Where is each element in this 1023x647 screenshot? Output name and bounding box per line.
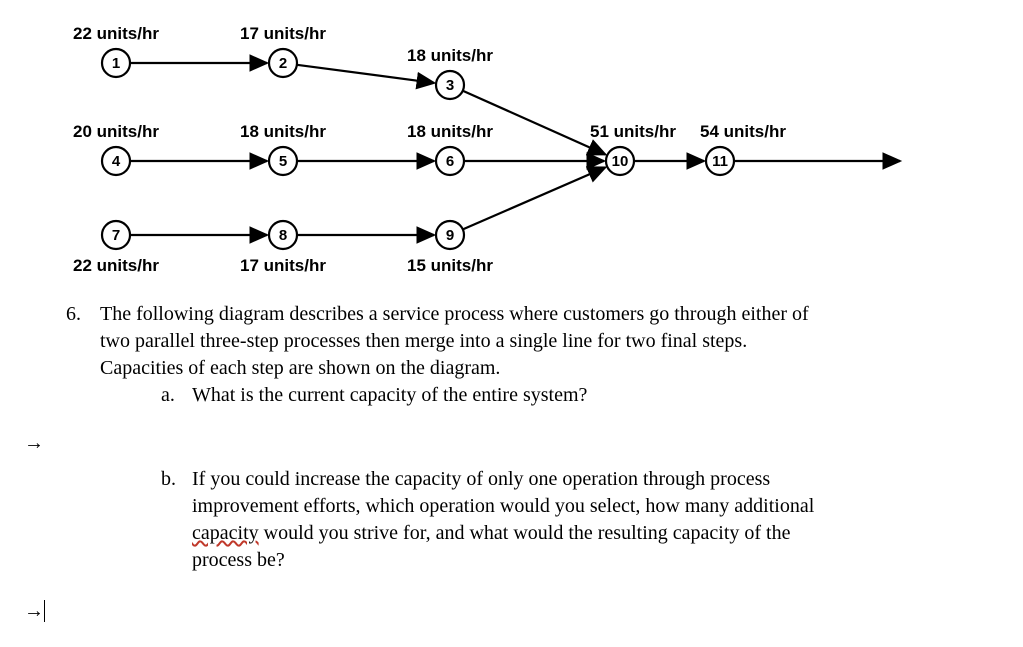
sub-a-label: a. bbox=[161, 382, 175, 409]
question-number: 6. bbox=[66, 301, 81, 328]
sub-b-line-3: capacity would you strive for, and what … bbox=[192, 520, 992, 547]
capacity-label-9: 15 units/hr bbox=[407, 256, 493, 275]
sub-a-text: What is the current capacity of the enti… bbox=[192, 382, 992, 409]
page: 1 2 3 4 5 6 7 8 9 10 11 22 units/hr 17 units/hr 18 u… bbox=[0, 0, 1023, 647]
capacity-label-11: 54 units/hr bbox=[700, 122, 786, 141]
node-10-label: 10 bbox=[612, 153, 629, 170]
question-prompt-line-1: The following diagram describes a servic… bbox=[100, 301, 1000, 328]
text-cursor bbox=[44, 600, 45, 622]
capacity-label-8: 17 units/hr bbox=[240, 256, 326, 275]
capacity-label-7: 22 units/hr bbox=[73, 256, 159, 275]
node-9-label: 9 bbox=[446, 227, 454, 244]
capacity-label-10: 51 units/hr bbox=[590, 122, 676, 141]
sub-b-line-4: process be? bbox=[192, 547, 992, 574]
capacity-label-5: 18 units/hr bbox=[240, 122, 326, 141]
capacity-label-3: 18 units/hr bbox=[407, 46, 493, 65]
node-7-label: 7 bbox=[112, 227, 120, 244]
node-8-label: 8 bbox=[279, 227, 287, 244]
question-prompt-line-3: Capacities of each step are shown on the… bbox=[100, 355, 1000, 382]
sub-b-label: b. bbox=[161, 466, 176, 493]
margin-arrow-1: → bbox=[24, 432, 44, 455]
sub-b-line-1: If you could increase the capacity of on… bbox=[192, 466, 992, 493]
node-11-label: 11 bbox=[712, 153, 728, 170]
capacity-label-4: 20 units/hr bbox=[73, 122, 159, 141]
node-6-label: 6 bbox=[446, 153, 454, 170]
margin-arrow-2: → bbox=[24, 600, 44, 623]
capacity-label-2: 17 units/hr bbox=[240, 24, 326, 43]
question-prompt-line-2: two parallel three-step processes then m… bbox=[100, 328, 1000, 355]
node-4-label: 4 bbox=[112, 153, 121, 170]
capacity-label-1: 22 units/hr bbox=[73, 24, 159, 43]
edge-9-10 bbox=[463, 167, 605, 229]
node-5-label: 5 bbox=[279, 153, 287, 170]
node-3-label: 3 bbox=[446, 77, 454, 94]
capacity-label-6: 18 units/hr bbox=[407, 122, 493, 141]
node-2-label: 2 bbox=[279, 55, 287, 72]
process-flow-diagram: 1 2 3 4 5 6 7 8 9 10 11 22 units/hr 17 units/hr 18 u… bbox=[0, 0, 1023, 290]
sub-b-line-2: improvement efforts, which operation wou… bbox=[192, 493, 992, 520]
edge-2-3 bbox=[297, 65, 434, 83]
node-1-label: 1 bbox=[112, 55, 120, 72]
